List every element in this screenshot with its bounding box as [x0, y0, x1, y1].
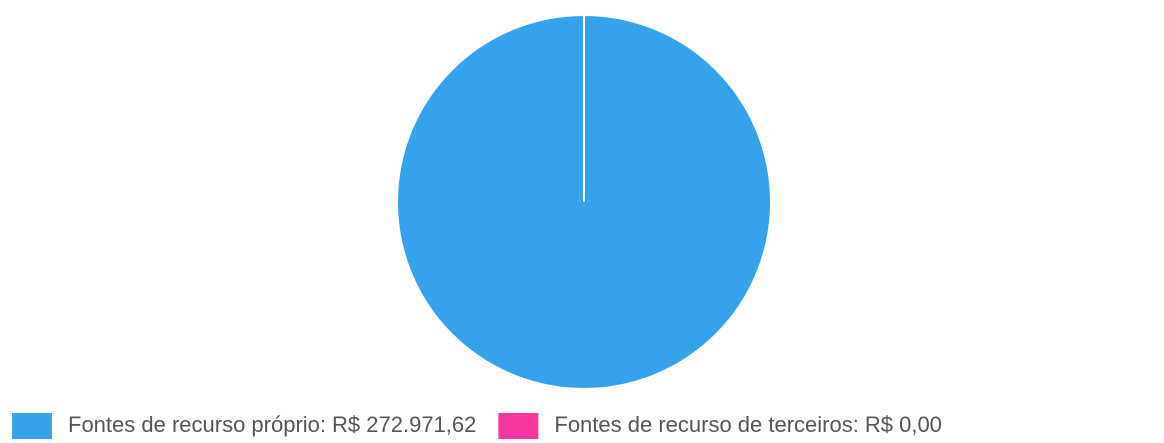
legend-label: Fontes de recurso de terceiros:	[554, 412, 858, 437]
legend-value: R$ 0,00	[865, 412, 942, 437]
legend-value: R$ 272.971,62	[332, 412, 476, 437]
legend-swatch	[12, 413, 52, 439]
legend-label: Fontes de recurso próprio:	[68, 412, 326, 437]
legend-swatch	[498, 413, 539, 439]
